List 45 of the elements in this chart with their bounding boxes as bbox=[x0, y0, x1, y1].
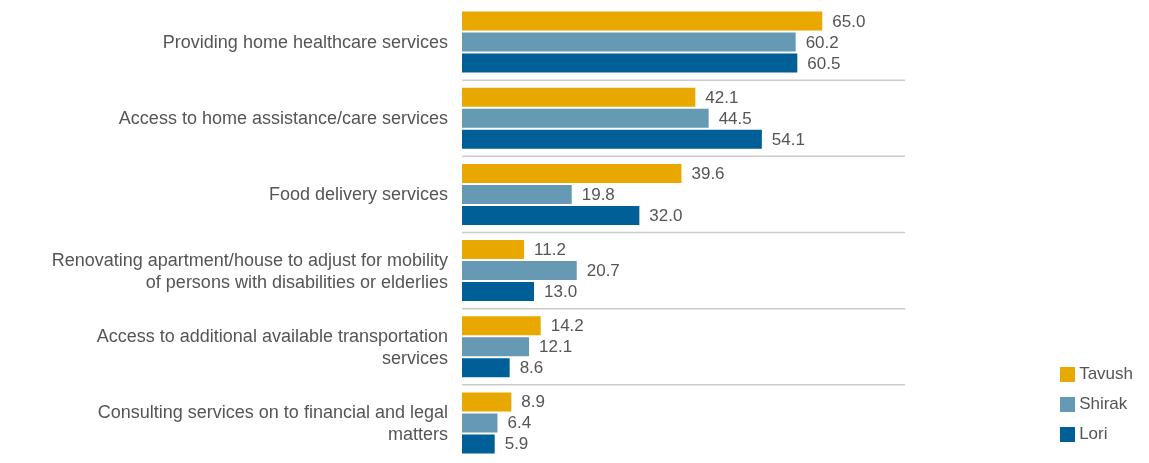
bar bbox=[462, 32, 796, 52]
data-label: 39.6 bbox=[691, 163, 725, 183]
data-label: 19.8 bbox=[581, 184, 615, 204]
data-label: 54.1 bbox=[771, 129, 805, 149]
data-label: 14.2 bbox=[550, 316, 584, 336]
data-label: 20.7 bbox=[586, 261, 620, 281]
bar bbox=[462, 413, 498, 433]
bar bbox=[462, 184, 572, 204]
data-label: 6.4 bbox=[507, 413, 532, 433]
bar bbox=[462, 87, 696, 107]
y-tick-label: Access to home assistance/care services bbox=[118, 108, 448, 129]
data-label: 5.9 bbox=[504, 434, 529, 454]
bar bbox=[462, 337, 530, 357]
data-label: 12.1 bbox=[539, 337, 573, 357]
bar bbox=[462, 205, 640, 225]
bar bbox=[462, 358, 510, 378]
legend-label: Shirak bbox=[1079, 394, 1128, 413]
data-label: 8.9 bbox=[521, 392, 545, 412]
bar bbox=[462, 282, 535, 302]
bar bbox=[462, 53, 798, 73]
bar bbox=[462, 108, 709, 128]
y-tick-label: Consulting services on to financial and legal matters bbox=[97, 401, 448, 444]
bar bbox=[462, 434, 495, 454]
bar bbox=[462, 316, 541, 336]
data-label: 8.6 bbox=[519, 358, 544, 378]
bar bbox=[462, 163, 682, 183]
bar bbox=[462, 261, 577, 281]
data-label: 65.0 bbox=[832, 11, 866, 31]
legend-label: Lori bbox=[1079, 424, 1108, 443]
bar bbox=[462, 129, 762, 149]
y-tick-label: Providing home healthcare services bbox=[162, 32, 448, 53]
y-tick-label: Food delivery services bbox=[268, 184, 448, 205]
data-label: 11.2 bbox=[534, 240, 566, 260]
data-label: 32.0 bbox=[649, 205, 683, 225]
data-label: 13.0 bbox=[544, 282, 578, 302]
bar bbox=[462, 240, 525, 260]
y-tick-label: Renovating apartment/house to adjust for mobility of persons with disabilities or elderlies bbox=[51, 249, 448, 292]
y-tick-label: Access to additional available transportation services bbox=[96, 325, 448, 368]
bar bbox=[462, 392, 512, 412]
data-label: 44.5 bbox=[718, 108, 752, 128]
data-label: 60.5 bbox=[807, 53, 841, 73]
data-label: 42.1 bbox=[705, 87, 739, 107]
bar bbox=[462, 11, 823, 31]
legend-label: Tavush bbox=[1079, 364, 1133, 383]
data-label: 60.2 bbox=[805, 32, 839, 52]
